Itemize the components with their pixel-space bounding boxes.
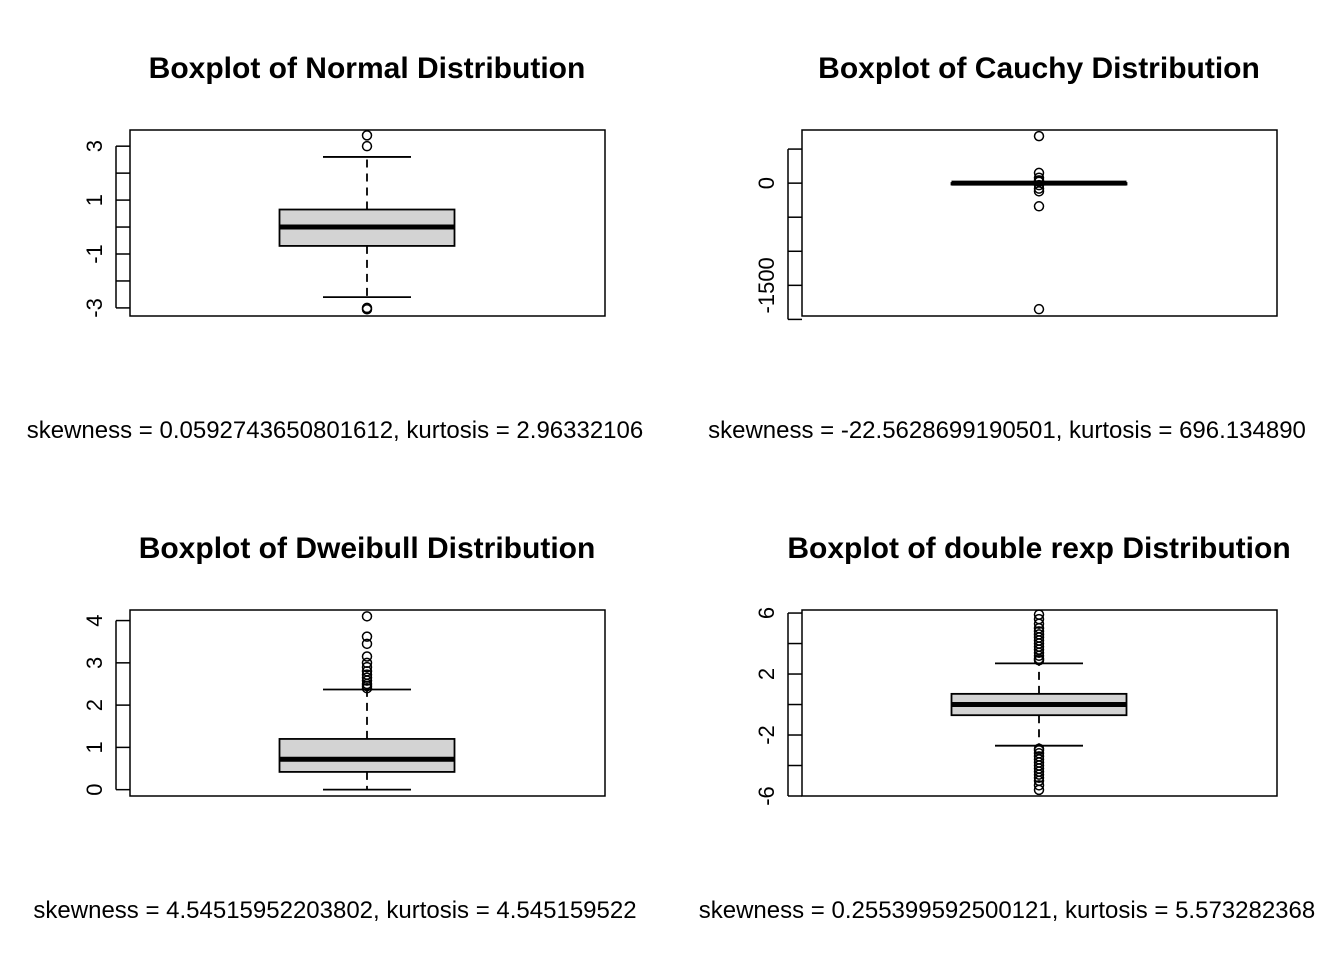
y-tick-label: 2 xyxy=(754,668,779,680)
outlier-point xyxy=(1033,186,1045,197)
chart-title: Boxplot of Normal Distribution xyxy=(149,52,586,85)
outlier-point xyxy=(361,140,373,152)
plot-frame xyxy=(801,129,1278,317)
y-tick-label: -6 xyxy=(754,786,779,806)
outlier-point xyxy=(361,130,373,141)
outlier-point xyxy=(1033,179,1045,191)
y-tick-label: 6 xyxy=(754,607,779,619)
outlier-point xyxy=(361,675,373,686)
outlier-point xyxy=(1033,130,1045,142)
plot-frame xyxy=(129,129,606,317)
outlier-point xyxy=(1033,201,1045,212)
outlier-point xyxy=(361,682,373,694)
y-tick-label: -3 xyxy=(82,298,107,318)
plot-frame xyxy=(129,609,606,797)
chart-title: Boxplot of Dweibull Distribution xyxy=(139,532,596,565)
outlier-point xyxy=(1033,780,1045,791)
outlier-point xyxy=(1033,172,1045,183)
panel-1: Boxplot of Normal Distribution -3 -1 1 3 skew… xyxy=(27,52,643,444)
outlier-point xyxy=(361,638,373,650)
outlier-point xyxy=(1033,647,1045,658)
y-tick-label: 3 xyxy=(82,657,107,669)
panel-3: Boxplot of Dweibull Distribution 0 1 2 3 4 ske… xyxy=(33,532,636,924)
chart-title: Boxplot of double rexp Distribution xyxy=(787,532,1290,565)
y-tick-label: 0 xyxy=(82,784,107,796)
y-tick-label: 0 xyxy=(754,177,779,189)
outlier-point xyxy=(361,304,373,315)
y-tick-label: -2 xyxy=(754,725,779,745)
outlier-point xyxy=(1033,303,1045,315)
outlier-point xyxy=(361,631,373,642)
stats-label: skewness = 4.54515952203802, kurtosis = … xyxy=(33,897,636,924)
outlier-point xyxy=(1033,655,1045,666)
y-tick-label: 3 xyxy=(82,140,107,152)
outlier-point xyxy=(1033,772,1045,783)
stats-label: skewness = 0.255399592500121, kurtosis =… xyxy=(699,897,1315,924)
iqr-box xyxy=(278,738,456,773)
outlier-point xyxy=(1033,650,1045,661)
outlier-point xyxy=(361,611,373,622)
outlier-point xyxy=(1033,769,1045,780)
y-tick-label: 4 xyxy=(82,614,107,626)
chart-title: Boxplot of Cauchy Distribution xyxy=(818,52,1260,85)
stats-label: skewness = -22.5628699190501, kurtosis =… xyxy=(708,417,1306,444)
outlier-point xyxy=(1033,183,1045,194)
y-tick-label: 1 xyxy=(82,741,107,753)
outlier-point xyxy=(361,661,373,673)
panel-4: Boxplot of double rexp Distribution 6 2 -2 -… xyxy=(699,532,1315,924)
y-tick-label: 2 xyxy=(82,699,107,711)
y-tick-label: -1 xyxy=(82,244,107,264)
outlier-point xyxy=(1033,784,1045,796)
outlier-point xyxy=(1033,618,1045,629)
stats-label: skewness = 0.0592743650801612, kurtosis … xyxy=(27,417,643,444)
y-tick-label: 1 xyxy=(82,194,107,206)
y-tick-label: -1500 xyxy=(754,257,779,313)
panel-2: Boxplot of Cauchy Distribution 0 -1500 skew… xyxy=(708,52,1306,444)
outlier-point xyxy=(361,651,373,662)
